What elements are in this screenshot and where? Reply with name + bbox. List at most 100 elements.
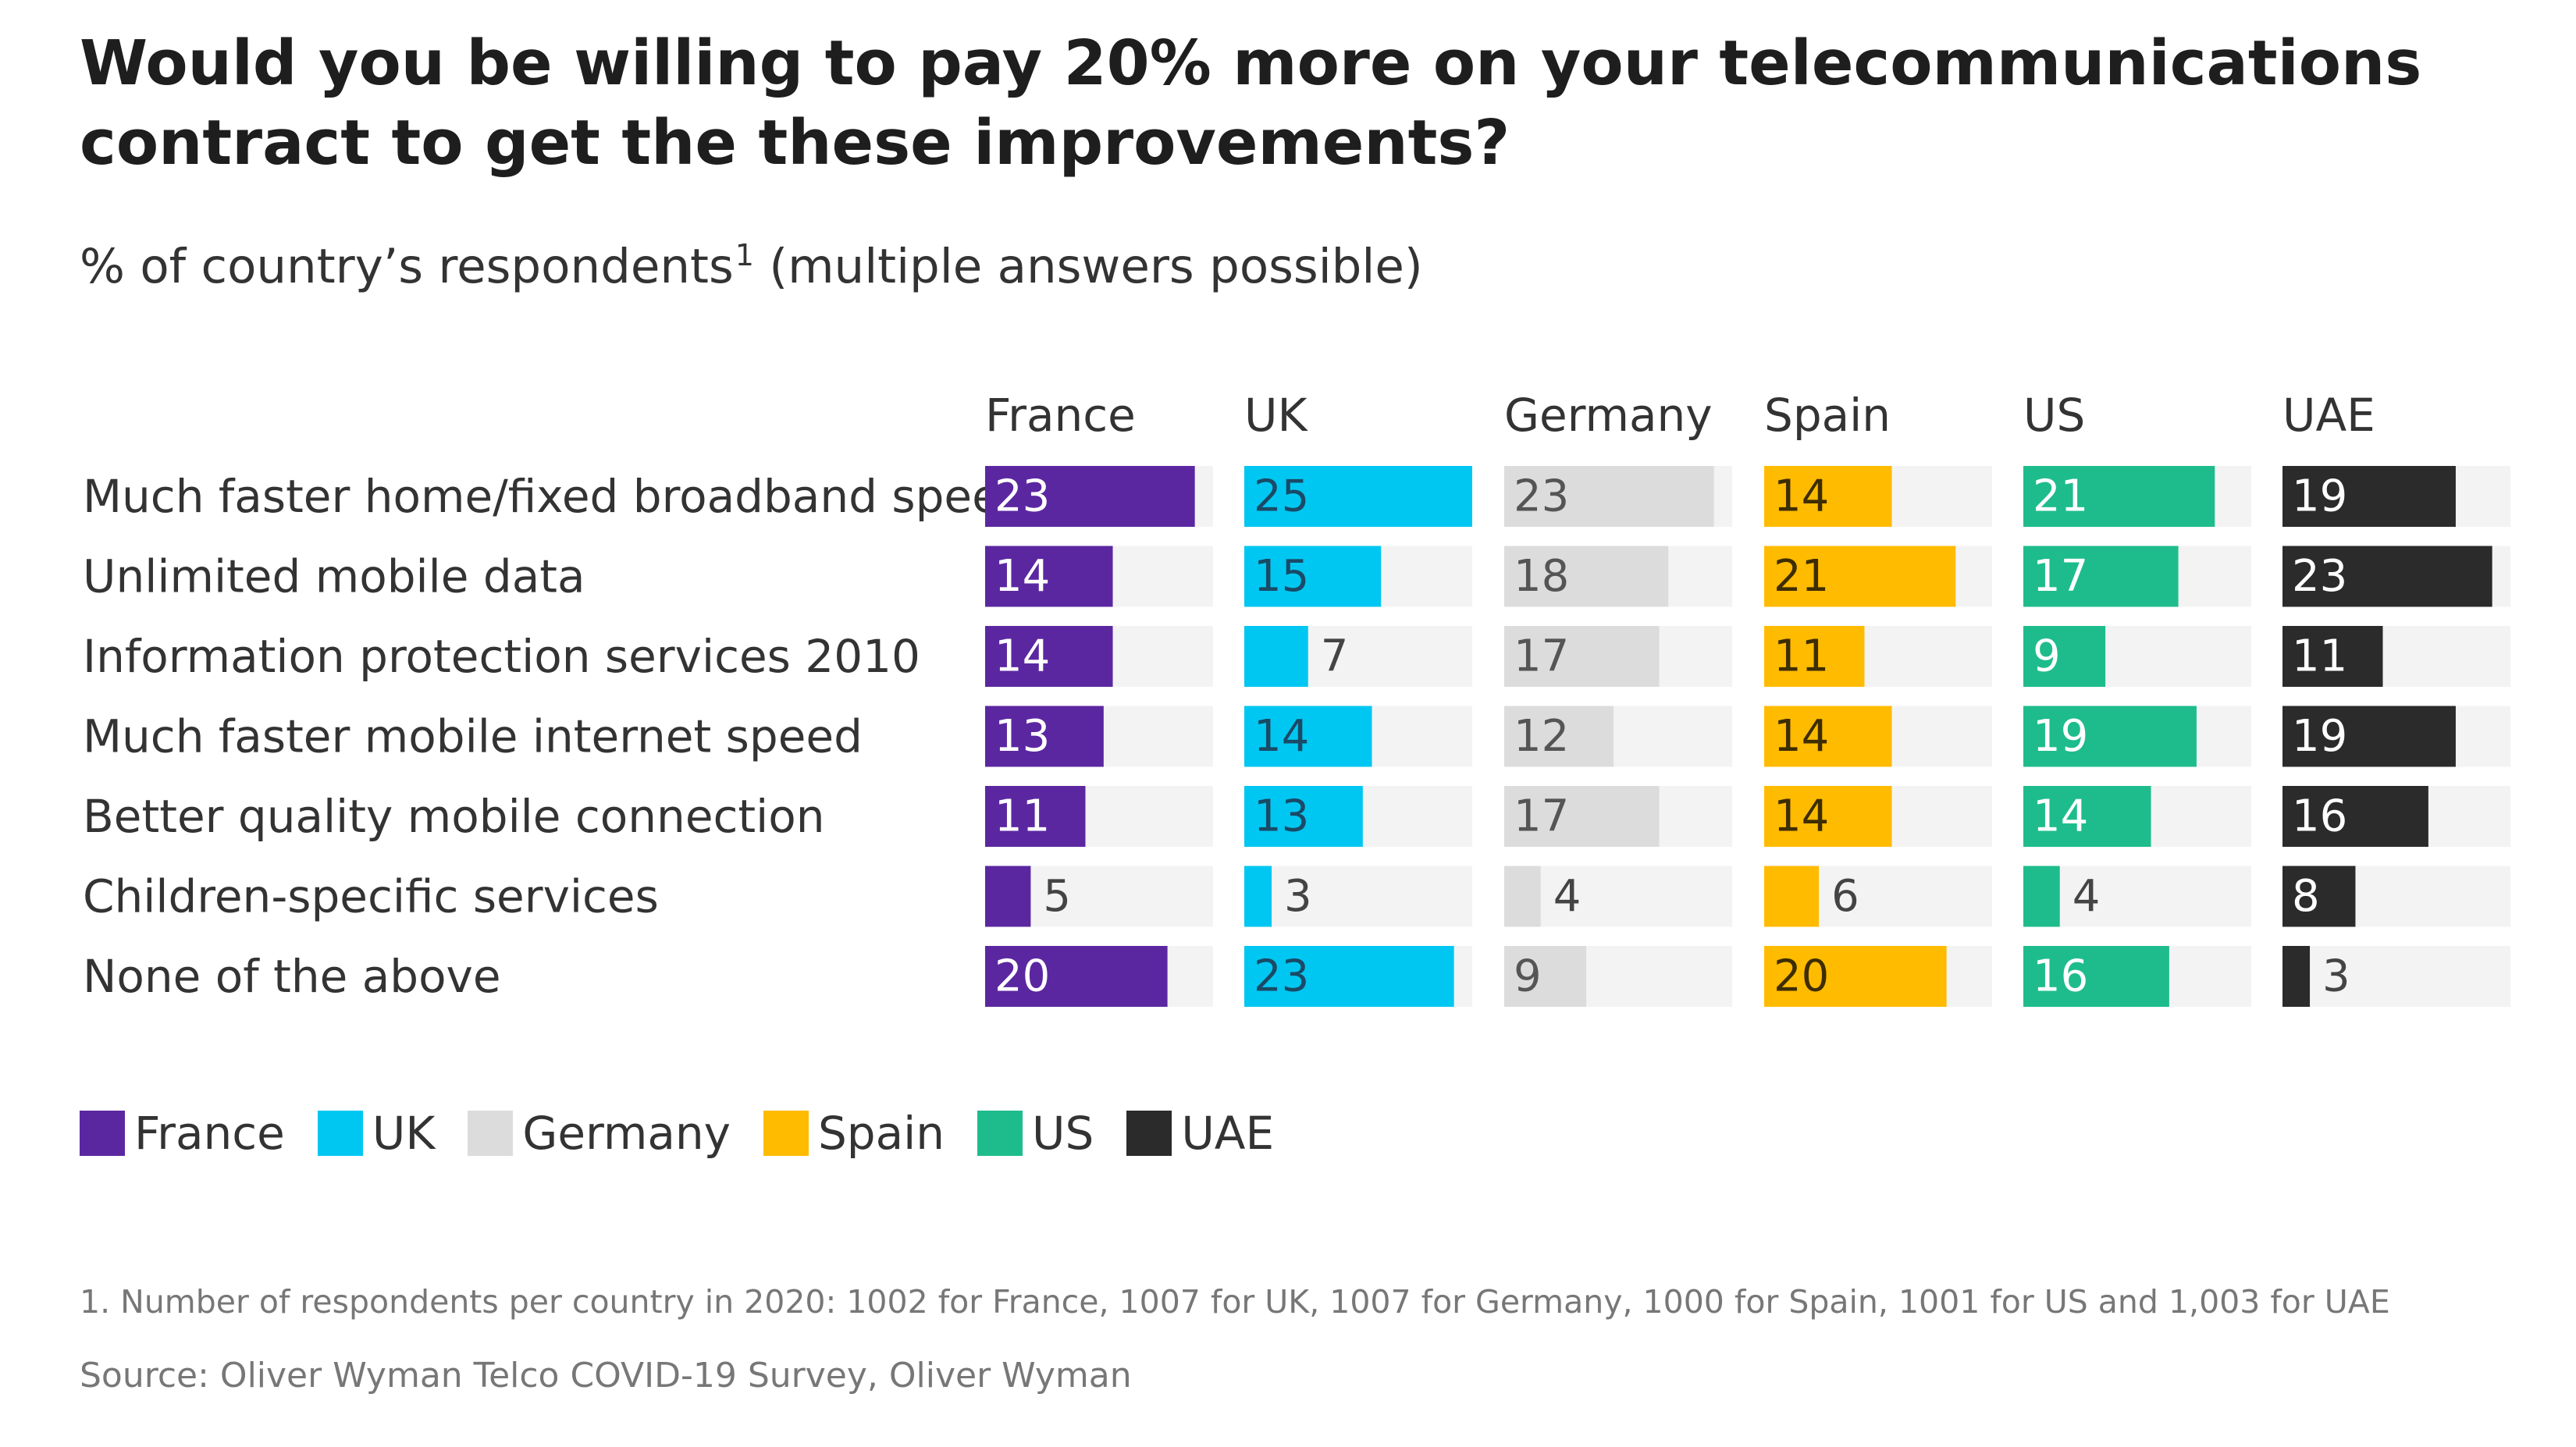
bar-us-2: [2023, 546, 2179, 607]
category-label-better-quality-mobile-connection: Better quality mobile connection: [83, 790, 825, 843]
data-label: 3: [1284, 871, 1312, 922]
bar-france-5: [985, 786, 1086, 847]
bar-germany-3: [1504, 626, 1660, 687]
legend-swatch: [468, 1111, 514, 1156]
category-label-none-of-the-above: None of the above: [83, 950, 501, 1003]
data-label: 16: [2292, 791, 2347, 842]
bar-germany-6: [1504, 866, 1541, 927]
legend-item-uae: UAE: [1126, 1107, 1274, 1160]
column-header-uae: UAE: [2282, 389, 2375, 442]
data-label: 17: [1514, 791, 1569, 842]
legend-label: US: [1032, 1107, 1094, 1160]
bar-spain-2: [1764, 546, 1956, 607]
bar-uae-2: [2282, 546, 2492, 607]
data-label: 3: [2322, 951, 2350, 1002]
bar-uk-7: [1244, 946, 1454, 1007]
bar-uae-6: [2282, 866, 2356, 927]
chart-legend: France UK Germany Spain US UAE: [80, 1107, 1307, 1160]
legend-label: UK: [372, 1107, 436, 1160]
bar-track: [2282, 946, 2510, 1007]
bar-uae-1: [2282, 466, 2456, 527]
column-header-germany: Germany: [1504, 389, 1713, 442]
data-label: 25: [1254, 471, 1309, 522]
bar-germany-4: [1504, 706, 1614, 767]
category-label-information-protection-services-2010: Information protection services 2010: [83, 630, 920, 683]
bar-germany-1: [1504, 466, 1714, 527]
data-label: 23: [1514, 471, 1569, 522]
bar-uk-2: [1244, 546, 1382, 607]
legend-label: Spain: [817, 1107, 945, 1160]
legend-item-spain: Spain: [763, 1107, 945, 1160]
bar-us-5: [2023, 786, 2151, 847]
legend-label: Germany: [522, 1107, 731, 1160]
bar-spain-5: [1764, 786, 1892, 847]
bar-uk-5: [1244, 786, 1363, 847]
category-label-much-faster-mobile-internet-speed: Much faster mobile internet speed: [83, 710, 863, 763]
legend-item-germany: Germany: [468, 1107, 731, 1160]
data-label: 13: [1254, 791, 1309, 842]
bar-spain-4: [1764, 706, 1892, 767]
legend-swatch: [1126, 1111, 1172, 1156]
bar-uk-4: [1244, 706, 1372, 767]
data-label: 17: [1514, 631, 1569, 682]
bar-uk-6: [1244, 866, 1272, 927]
data-label: 9: [1514, 951, 1542, 1002]
bar-track: [2023, 866, 2251, 927]
source-note: Source: Oliver Wyman Telco COVID-19 Surv…: [80, 1356, 1132, 1395]
column-header-spain: Spain: [1764, 389, 1891, 442]
bar-germany-7: [1504, 946, 1587, 1007]
legend-item-france: France: [80, 1107, 285, 1160]
bar-us-4: [2023, 706, 2197, 767]
column-header-france: France: [985, 389, 1136, 442]
data-label: 14: [1774, 471, 1829, 522]
data-label: 11: [994, 791, 1050, 842]
data-label: 19: [2033, 711, 2088, 762]
legend-item-us: US: [977, 1107, 1094, 1160]
subtitle-suffix: (multiple answers possible): [753, 239, 1423, 294]
data-label: 21: [1774, 551, 1829, 602]
footnote: 1. Number of respondents per country in …: [80, 1283, 2390, 1321]
data-label: 23: [2292, 551, 2347, 602]
data-label: 20: [994, 951, 1050, 1002]
data-label: 13: [994, 711, 1050, 762]
bar-us-3: [2023, 626, 2106, 687]
data-label: 14: [2033, 791, 2088, 842]
bar-uae-5: [2282, 786, 2428, 847]
column-header-uk: UK: [1244, 389, 1308, 442]
data-label: 12: [1514, 711, 1569, 762]
bar-france-1: [985, 466, 1195, 527]
bar-germany-5: [1504, 786, 1660, 847]
bar-france-7: [985, 946, 1168, 1007]
bar-uae-7: [2282, 946, 2311, 1007]
bar-us-1: [2023, 466, 2215, 527]
bar-uae-4: [2282, 706, 2456, 767]
bar-spain-1: [1764, 466, 1892, 527]
data-label: 14: [994, 631, 1050, 682]
legend-swatch: [977, 1111, 1023, 1156]
data-label: 4: [2073, 871, 2101, 922]
bar-track: [1244, 866, 1472, 927]
subtitle-footnote-marker: 1: [735, 238, 754, 272]
category-label-unlimited-mobile-data: Unlimited mobile data: [83, 550, 585, 603]
bar-uk-3: [1244, 626, 1308, 687]
data-label: 21: [2033, 471, 2088, 522]
subtitle-text: % of country’s respondents: [80, 239, 734, 294]
legend-swatch: [763, 1111, 809, 1156]
data-label: 7: [1321, 631, 1349, 682]
data-label: 15: [1254, 551, 1309, 602]
data-label: 14: [994, 551, 1050, 602]
data-label: 20: [1774, 951, 1829, 1002]
legend-label: France: [134, 1107, 285, 1160]
data-label: 19: [2292, 711, 2347, 762]
bar-germany-2: [1504, 546, 1669, 607]
bar-france-4: [985, 706, 1104, 767]
legend-label: UAE: [1181, 1107, 1275, 1160]
chart-subtitle: % of country’s respondents1 (multiple an…: [80, 220, 1423, 302]
bar-us-6: [2023, 866, 2060, 927]
data-label: 19: [2292, 471, 2347, 522]
legend-swatch: [80, 1111, 125, 1156]
data-label: 14: [1774, 791, 1829, 842]
data-label: 18: [1514, 551, 1569, 602]
legend-swatch: [317, 1111, 363, 1156]
